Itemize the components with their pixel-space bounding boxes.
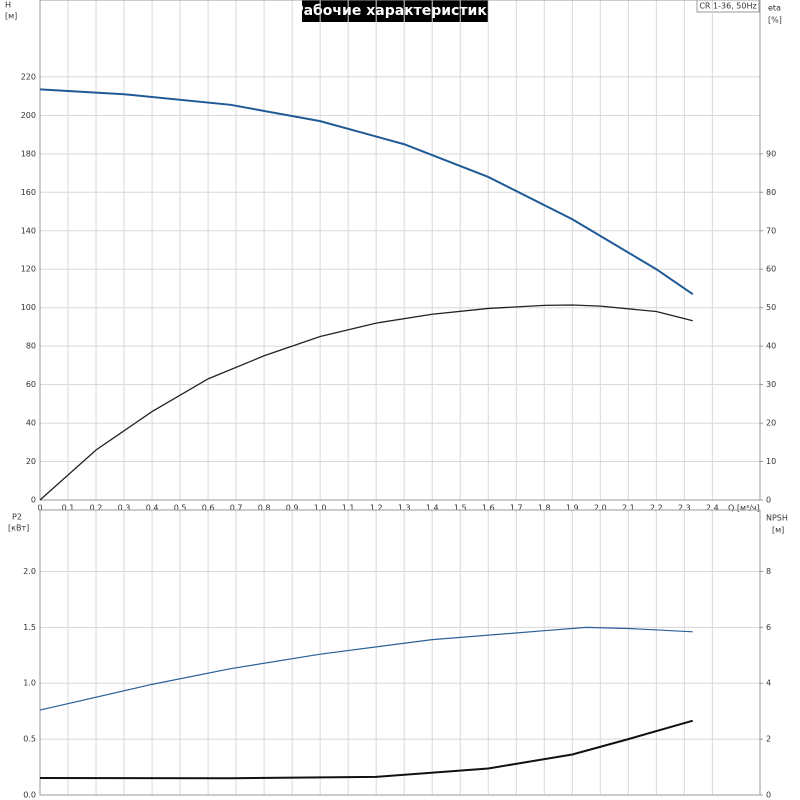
series-line: eta	[39, 304, 693, 501]
y2-tick-label: 6	[766, 623, 771, 632]
x-tick-label: 1,5	[454, 504, 467, 513]
x-tick-label: 1,0	[314, 504, 327, 513]
chart-title: Рабочие характеристики	[293, 3, 496, 19]
x-tick-label: 2,1	[622, 504, 635, 513]
y2-axis-unit: [м]	[772, 526, 784, 535]
x-tick-label: 1,6	[482, 504, 495, 513]
y-tick-label: 160	[21, 188, 36, 197]
y2-tick-label: 20	[766, 419, 776, 428]
x-axis-label: Q [м³/ч]	[728, 504, 760, 513]
y2-tick-label: 60	[766, 265, 776, 274]
y2-tick-label: 90	[766, 149, 776, 158]
y2-tick-label: 70	[766, 226, 776, 235]
x-tick-label: 0,7	[230, 504, 243, 513]
y2-tick-label: 10	[766, 457, 776, 466]
y-axis-unit: [м]	[5, 12, 17, 21]
x-tick-label: 0,6	[202, 504, 215, 513]
x-tick-label: 1,8	[538, 504, 551, 513]
y-tick-label: 80	[26, 342, 36, 351]
y-tick-label: 2.0	[23, 567, 36, 576]
x-tick-label: 1,7	[510, 504, 523, 513]
y-tick-label: 0.5	[23, 735, 36, 744]
y-tick-label: 20	[26, 457, 36, 466]
y2-tick-label: 80	[766, 188, 776, 197]
y-axis-label: H	[5, 1, 11, 10]
series-line: H	[39, 88, 694, 296]
y2-tick-label: 8	[766, 567, 771, 576]
y2-tick-label: 40	[766, 342, 776, 351]
y2-tick-label: 0	[766, 496, 771, 505]
y-tick-label: 100	[21, 303, 36, 312]
y-tick-label: 40	[26, 419, 36, 428]
y2-tick-label: 30	[766, 380, 776, 389]
y-tick-label: 1.5	[23, 623, 36, 632]
y-tick-label: 0	[31, 496, 36, 505]
series-line: P2	[39, 626, 693, 711]
y-tick-label: 200	[21, 111, 36, 120]
y-tick-label: 220	[21, 72, 36, 81]
y-tick-label: 0.0	[23, 791, 36, 800]
x-tick-label: 0,4	[146, 504, 159, 513]
plot-frame	[39, 509, 761, 796]
x-tick-label: 0,9	[286, 504, 299, 513]
x-tick-label: 2,3	[678, 504, 691, 513]
x-tick-label: 2,2	[650, 504, 663, 513]
x-tick-label: 1,3	[398, 504, 411, 513]
y-axis-label: P2	[12, 513, 22, 522]
x-tick-label: 0,8	[258, 504, 271, 513]
x-tick-label: 0,3	[118, 504, 131, 513]
x-tick-label: 2,4	[706, 504, 719, 513]
model-label: CR 1-36, 50Hz	[699, 2, 756, 11]
y-tick-label: 60	[26, 380, 36, 389]
x-tick-label: 0,5	[174, 504, 187, 513]
y2-tick-label: 50	[766, 303, 776, 312]
y2-axis-label: eta	[768, 4, 781, 13]
x-tick-label: 1,1	[342, 504, 355, 513]
y-tick-label: 120	[21, 265, 36, 274]
x-tick-label: 0,2	[90, 504, 103, 513]
x-tick-label: 0	[37, 504, 42, 513]
y2-axis-unit: [%]	[768, 16, 782, 25]
x-tick-label: 1,9	[566, 504, 579, 513]
x-tick-label: 1,4	[426, 504, 439, 513]
y2-tick-label: 4	[766, 679, 771, 688]
plot-frame	[39, 0, 761, 501]
y-tick-label: 180	[21, 149, 36, 158]
y-tick-label: 140	[21, 226, 36, 235]
x-tick-label: 0,1	[62, 504, 75, 513]
x-tick-label: 2,0	[594, 504, 607, 513]
y2-tick-label: 0	[766, 791, 771, 800]
x-tick-label: 1,2	[370, 504, 383, 513]
y-axis-unit: [кВт]	[8, 524, 29, 533]
y2-tick-label: 2	[766, 735, 771, 744]
series-line: NPSH	[39, 719, 694, 780]
y-tick-label: 1.0	[23, 679, 36, 688]
y2-axis-label: NPSH	[766, 514, 788, 523]
